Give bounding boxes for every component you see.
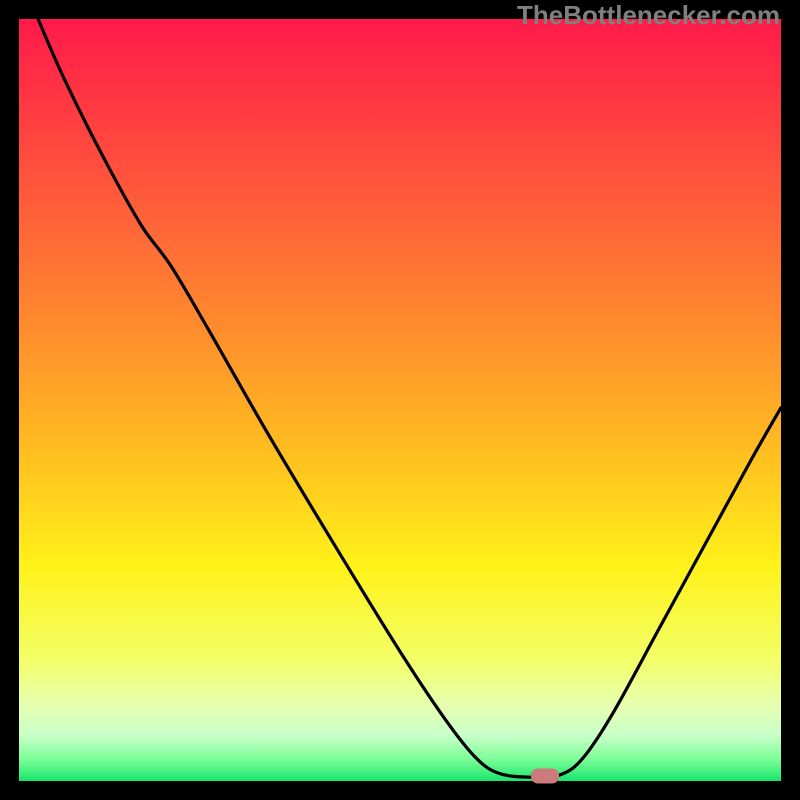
curve-svg (19, 19, 781, 781)
plot-area (19, 19, 781, 781)
bottleneck-curve (38, 19, 781, 777)
watermark-text: TheBottlenecker.com (517, 0, 780, 31)
optimum-marker (531, 769, 559, 784)
